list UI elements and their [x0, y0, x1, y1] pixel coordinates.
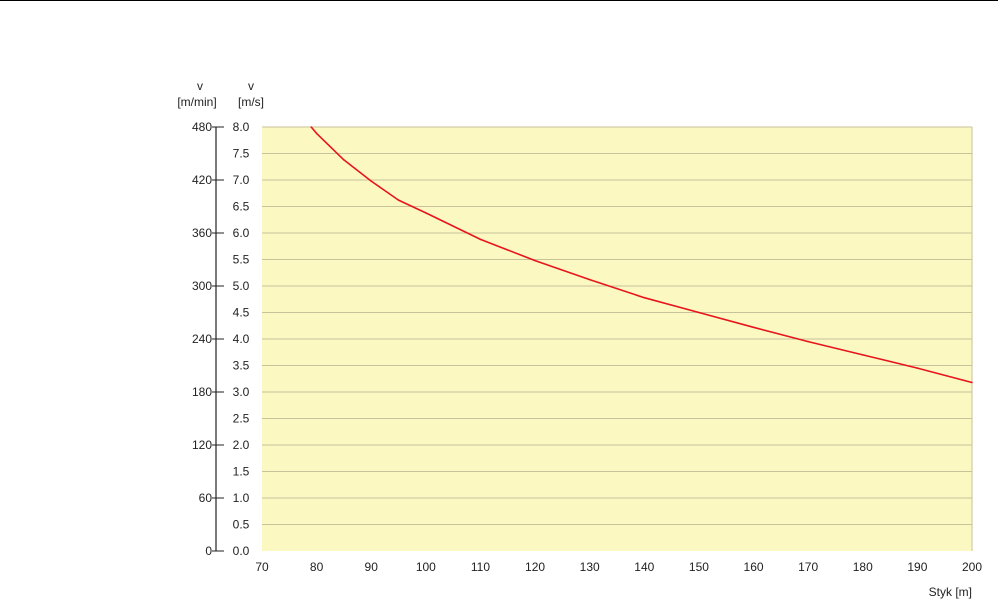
x-tick-label: 70	[255, 560, 269, 574]
y-secondary-axis: 0.0 0.5 1.0 1.5 2.0 2.5 3.0 3.5 4.0 4.5 5.0 5.5 6.0 6…	[233, 120, 250, 558]
x-tick-label: 90	[365, 560, 379, 574]
series-point	[425, 212, 427, 214]
series-point	[807, 340, 809, 343]
series-point	[916, 367, 919, 369]
axis-headers: v [m/min] v [m/s] Styk [m]	[177, 79, 972, 599]
series-point	[343, 159, 345, 161]
x-tick-label: 130	[580, 560, 600, 574]
y-secondary-tick-label: 7.5	[233, 147, 250, 161]
y-secondary-header-symbol: v	[248, 79, 254, 93]
y-secondary-tick-label: 1.5	[233, 465, 250, 479]
series-line-0	[310, 126, 973, 384]
x-tick-label: 160	[744, 560, 764, 574]
series-point	[370, 180, 373, 182]
series-point	[534, 259, 536, 262]
series-point	[310, 126, 313, 128]
x-tick-label: 180	[853, 560, 873, 574]
x-axis: 70 80 90 100 110 120 130 140 150 160 170 180 190 200	[255, 560, 982, 574]
y-primary-tick-label: 480	[192, 120, 212, 134]
top-divider-line	[0, 0, 998, 1]
series-point	[643, 296, 646, 299]
series-point	[752, 326, 755, 329]
y-primary-header-symbol: v	[197, 79, 203, 93]
y-secondary-header-unit: [m/s]	[238, 95, 264, 109]
y-secondary-tick-label: 3.5	[233, 359, 250, 373]
y-secondary-tick-label: 5.5	[233, 253, 250, 267]
gridlines	[262, 126, 973, 551]
x-tick-label: 120	[525, 560, 545, 574]
y-secondary-tick-label: 6.0	[233, 226, 250, 240]
series-point	[397, 199, 400, 201]
x-tick-label: 190	[907, 560, 927, 574]
y-primary-tick-label: 360	[192, 226, 212, 240]
y-primary-tick-label: 300	[192, 279, 212, 293]
y-primary-axis: 0 60 120 180 240 300 360 420 480	[192, 120, 224, 558]
y-primary-tick-label: 120	[192, 438, 212, 452]
y-primary-tick-label: 0	[205, 544, 212, 558]
y-secondary-tick-label: 5.0	[233, 279, 250, 293]
y-secondary-tick-label: 2.0	[233, 438, 250, 452]
x-tick-label: 100	[416, 560, 436, 574]
x-tick-label: 170	[798, 560, 818, 574]
y-secondary-tick-label: 0.5	[233, 518, 250, 532]
series-point	[315, 132, 318, 135]
series-point	[479, 238, 482, 241]
x-tick-label: 140	[634, 560, 654, 574]
x-tick-label: 110	[471, 560, 490, 574]
y-primary-tick-label: 180	[192, 385, 212, 399]
y-primary-tick-label: 420	[192, 173, 212, 187]
y-secondary-tick-label: 3.0	[233, 385, 250, 399]
y-secondary-tick-label: 6.5	[233, 200, 250, 214]
y-primary-header-unit: [m/min]	[177, 95, 216, 109]
x-tick-label: 80	[310, 560, 324, 574]
x-tick-label: 150	[689, 560, 709, 574]
series-group	[310, 126, 973, 384]
y-secondary-tick-label: 1.0	[233, 491, 250, 505]
y-secondary-tick-label: 7.0	[233, 173, 250, 187]
y-primary-tick-label: 240	[192, 332, 212, 346]
y-secondary-tick-label: 4.5	[233, 306, 250, 320]
series-point	[698, 311, 700, 314]
y-primary-tick-label: 60	[199, 491, 213, 505]
y-secondary-tick-label: 0.0	[233, 544, 250, 558]
series-point	[862, 354, 864, 356]
x-tick-label: 200	[962, 560, 982, 574]
series-point	[588, 278, 591, 281]
y-secondary-tick-label: 4.0	[233, 332, 250, 346]
series-point	[971, 381, 973, 384]
x-axis-label: Styk [m]	[929, 585, 972, 599]
y-secondary-tick-label: 8.0	[233, 120, 250, 134]
y-secondary-tick-label: 2.5	[233, 412, 250, 426]
